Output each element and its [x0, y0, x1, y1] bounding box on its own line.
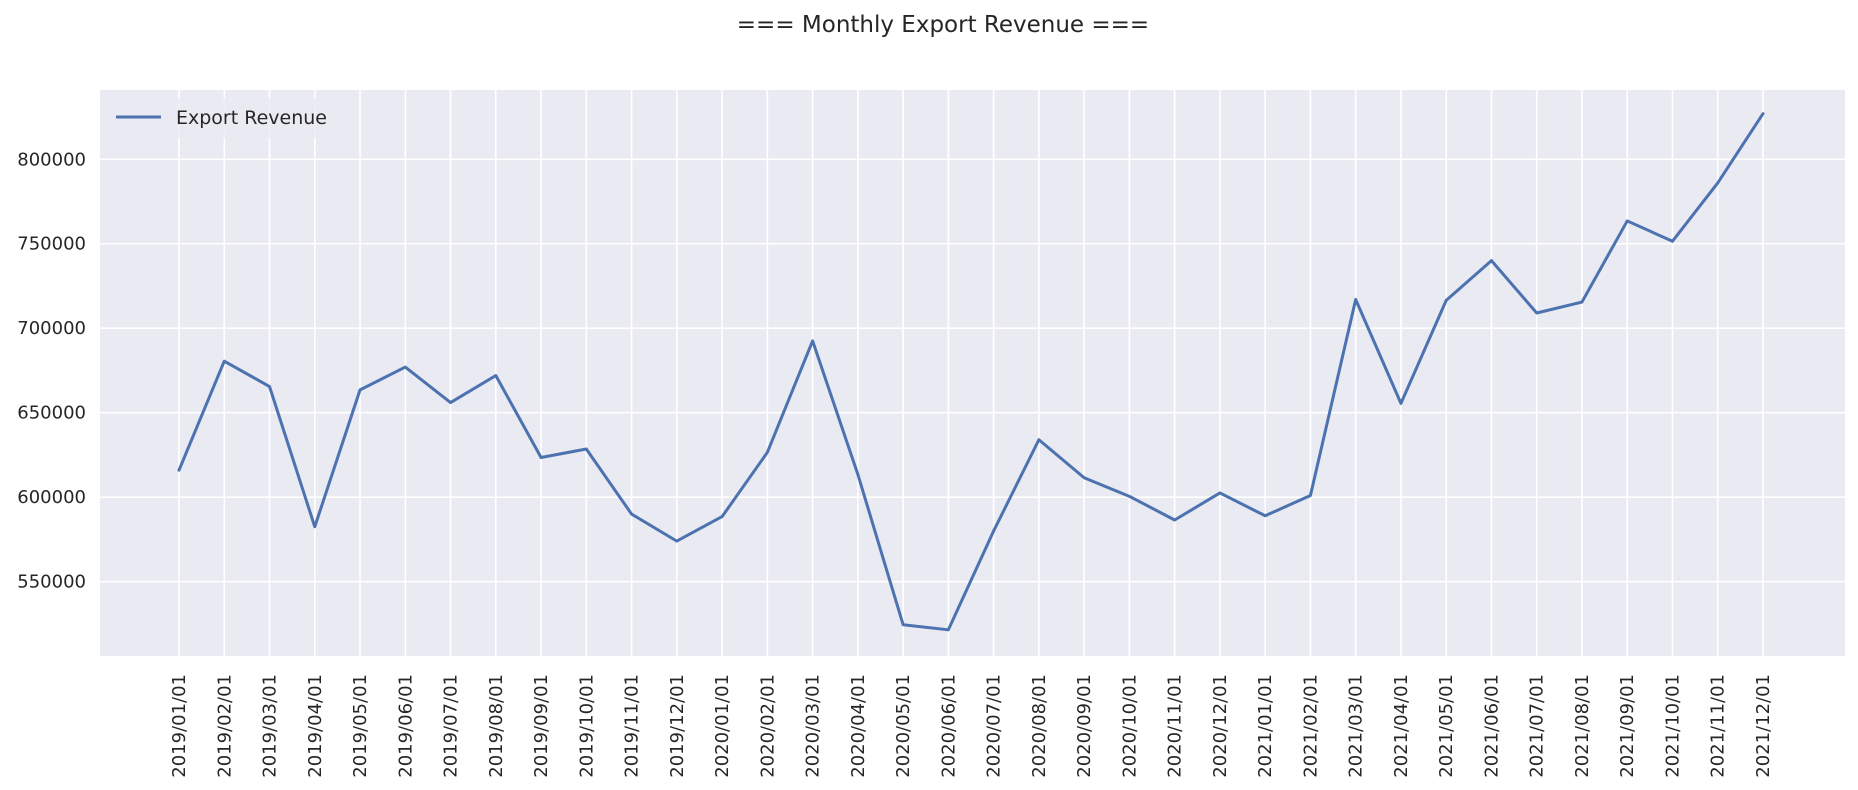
legend-label: Export Revenue	[176, 107, 327, 129]
x-tick-label: 2021/11/01	[1708, 674, 1729, 778]
x-tick-label: 2020/12/01	[1210, 674, 1231, 778]
x-tick-label: 2021/10/01	[1662, 674, 1683, 778]
x-tick-label: 2019/12/01	[667, 674, 688, 778]
y-tick-label: 600000	[17, 487, 86, 508]
x-tick-label: 2020/03/01	[803, 674, 824, 778]
x-tick-label: 2019/11/01	[622, 674, 643, 778]
x-tick-label: 2019/01/01	[169, 674, 190, 778]
x-tick-label: 2020/02/01	[757, 674, 778, 778]
x-tick-label: 2019/02/01	[214, 674, 235, 778]
series-layer	[177, 112, 1765, 632]
x-tick-label: 2019/10/01	[576, 674, 597, 778]
x-tick-label: 2021/08/01	[1572, 674, 1593, 778]
x-tick-label: 2019/06/01	[395, 674, 416, 778]
y-tick-label: 700000	[17, 318, 86, 339]
x-tick-label: 2020/04/01	[848, 674, 869, 778]
y-tick-label: 550000	[17, 572, 86, 593]
x-tick-label: 2021/01/01	[1255, 674, 1276, 778]
axis-ticks: 2019/01/01 2019/02/01 2019/03/01 2019/04/01…	[17, 149, 1774, 777]
plot-area	[100, 90, 1845, 656]
x-tick-label: 2019/04/01	[305, 674, 326, 778]
y-tick-label: 750000	[17, 234, 86, 255]
x-tick-label: 2021/03/01	[1346, 674, 1367, 778]
x-tick-label: 2020/06/01	[938, 674, 959, 778]
x-tick-label: 2019/08/01	[486, 674, 507, 778]
x-tick-label: 2021/12/01	[1753, 674, 1774, 778]
x-tick-label: 2021/07/01	[1527, 674, 1548, 778]
x-tick-label: 2020/08/01	[1029, 674, 1050, 778]
x-tick-label: 2020/07/01	[984, 674, 1005, 778]
x-tick-label: 2020/05/01	[893, 674, 914, 778]
legend: Export Revenue	[108, 98, 340, 138]
x-tick-label: 2020/11/01	[1165, 674, 1186, 778]
x-tick-label: 2019/03/01	[260, 674, 281, 778]
x-tick-label: 2021/02/01	[1300, 674, 1321, 778]
x-tick-label: 2021/09/01	[1617, 674, 1638, 778]
grid-lines	[100, 90, 1845, 656]
series-line	[177, 112, 1765, 632]
x-tick-label: 2021/06/01	[1481, 674, 1502, 778]
x-tick-label: 2020/10/01	[1119, 674, 1140, 778]
y-tick-label: 650000	[17, 403, 86, 424]
x-tick-label: 2020/09/01	[1074, 674, 1095, 778]
y-tick-label: 800000	[17, 149, 86, 170]
x-tick-label: 2021/04/01	[1391, 674, 1412, 778]
x-tick-label: 2019/09/01	[531, 674, 552, 778]
x-tick-label: 2020/01/01	[712, 674, 733, 778]
x-tick-label: 2019/07/01	[441, 674, 462, 778]
x-tick-label: 2019/05/01	[350, 674, 371, 778]
legend-box	[108, 98, 340, 138]
x-tick-label: 2021/05/01	[1436, 674, 1457, 778]
chart-title: === Monthly Export Revenue ===	[737, 12, 1149, 38]
